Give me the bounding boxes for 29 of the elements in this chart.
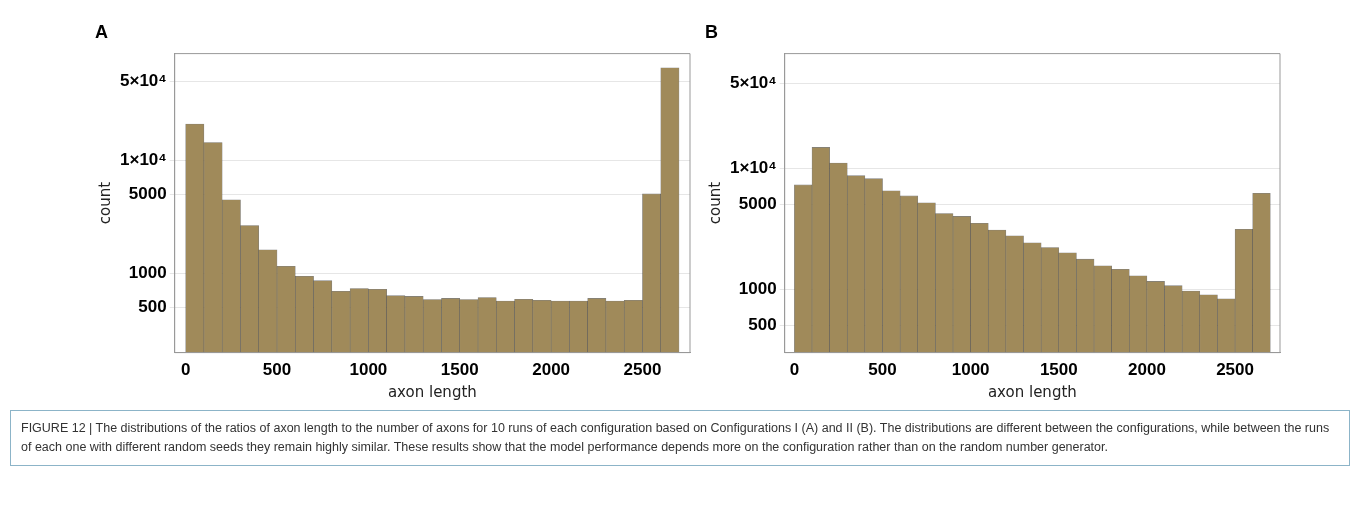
- x-tick-label: 2000: [532, 360, 571, 380]
- y-tick-label: 500: [748, 315, 777, 335]
- x-tick-label: 2500: [623, 360, 662, 380]
- x-axis-title: axon length: [987, 382, 1077, 401]
- x-tick-label: 0: [180, 360, 191, 380]
- caption: FIGURE 12 | The distributions of the ratios of axon length to the number of axons for 10 runs of each configuration based on Configurations I (A) and II (B). The distributions are different between the configurations, while between the runs of each one with different random seeds they remain highly similar. These results show that the model performance depends more on the configuration rather than on the random number generator.: [10, 410, 1350, 466]
- x-tick-label: 500: [868, 360, 897, 380]
- x-tick-label: 2500: [1216, 360, 1254, 380]
- y-axis-title: count: [705, 181, 724, 225]
- y-tick-label: 1000: [128, 263, 167, 283]
- y-tick-label: 1×10⁴: [120, 150, 167, 170]
- x-tick-label: 1000: [951, 360, 990, 380]
- y-tick-label: 1×10⁴: [730, 157, 777, 177]
- chart-title: A: [95, 21, 108, 42]
- y-tick-label: 5×10⁴: [730, 73, 777, 93]
- x-tick-label: 1500: [440, 360, 479, 380]
- chart-title: B: [705, 21, 718, 42]
- y-tick-label: 5×10⁴: [120, 71, 167, 91]
- x-tick-label: 500: [262, 360, 292, 380]
- x-tick-label: 2000: [1128, 360, 1166, 380]
- y-axis-title: count: [95, 181, 114, 225]
- x-axis-title: axon length: [387, 382, 477, 401]
- x-tick-label: 1000: [349, 360, 388, 380]
- y-tick-label: 5000: [738, 194, 777, 214]
- y-tick-label: 5000: [128, 184, 167, 204]
- y-tick-label: 500: [138, 297, 167, 317]
- y-tick-label: 1000: [738, 278, 777, 298]
- x-tick-label: 1500: [1039, 360, 1078, 380]
- x-tick-label: 0: [789, 360, 800, 380]
